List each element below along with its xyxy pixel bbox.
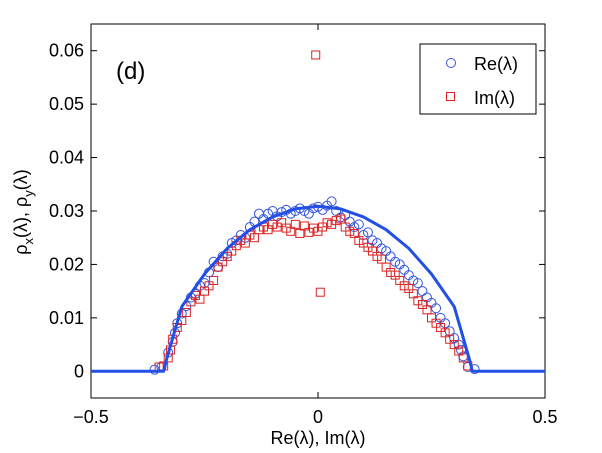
x-tick-label: 0.5 <box>532 407 557 427</box>
y-axis-label-mid: (λ), ρ <box>11 197 31 238</box>
x-tick-label: −0.5 <box>73 407 109 427</box>
im-point <box>408 289 418 299</box>
im-point <box>311 50 321 60</box>
im-point <box>349 228 359 238</box>
legend-marker-re <box>446 58 456 68</box>
im-point <box>449 340 459 350</box>
im-point <box>315 287 325 297</box>
im-point <box>381 262 391 272</box>
im-point <box>440 328 450 338</box>
re-point <box>362 227 373 238</box>
im-point <box>299 221 309 231</box>
im-point <box>331 216 341 226</box>
legend-label-re: Re(λ) <box>474 54 518 74</box>
im-point <box>286 226 296 236</box>
im-point <box>372 251 382 261</box>
y-tick-label: 0.04 <box>49 148 84 168</box>
legend: Re(λ) Im(λ) <box>419 43 537 115</box>
im-point <box>195 294 205 304</box>
im-point <box>345 226 355 236</box>
im-point <box>386 267 396 277</box>
x-tick-label: 0 <box>313 407 323 427</box>
re-point <box>149 364 160 375</box>
legend-label-im: Im(λ) <box>474 88 515 108</box>
im-point <box>354 235 364 245</box>
tick-labels: −0.5 0 0.5 0 0.01 0.02 0.03 0.04 0.05 0.06 <box>49 41 558 427</box>
im-point <box>336 214 346 224</box>
im-point <box>204 281 214 291</box>
y-tick-label: 0.05 <box>49 94 84 114</box>
y-tick-label: 0.01 <box>49 308 84 328</box>
y-tick-label: 0.02 <box>49 254 84 274</box>
y-axis-label-main: ρ <box>11 244 31 254</box>
im-point <box>367 246 377 256</box>
im-point <box>263 225 273 235</box>
im-point <box>436 322 446 332</box>
im-point <box>295 228 305 238</box>
im-point <box>277 218 287 228</box>
im-point <box>308 223 318 233</box>
im-point <box>404 283 414 293</box>
im-point <box>240 238 250 248</box>
im-point <box>222 251 232 261</box>
re-point <box>412 278 423 289</box>
x-axis-label: Re(λ), Im(λ) <box>271 428 366 448</box>
im-point <box>281 223 291 233</box>
re-point <box>469 364 480 375</box>
y-axis-label-sub-x: x <box>21 237 36 244</box>
im-point <box>399 281 409 291</box>
y-axis-label: ρx(λ), ρy(λ) <box>11 169 36 254</box>
re-point <box>353 219 364 230</box>
im-point <box>290 219 300 229</box>
im-point <box>445 334 455 344</box>
im-point <box>395 275 405 285</box>
im-point <box>213 262 223 272</box>
im-point <box>209 275 219 285</box>
re-point <box>431 303 442 314</box>
y-axis-label-sub-y: y <box>21 190 36 197</box>
y-tick-label: 0.03 <box>49 201 84 221</box>
re-point <box>453 339 464 350</box>
im-point <box>377 254 387 264</box>
im-point <box>218 257 228 267</box>
im-point <box>227 246 237 256</box>
im-point <box>249 233 259 243</box>
re-point <box>326 196 337 207</box>
im-point <box>390 270 400 280</box>
legend-box <box>419 43 537 115</box>
y-axis-label-end: (λ) <box>11 169 31 190</box>
im-point <box>322 218 332 228</box>
im-point <box>454 346 464 356</box>
y-tick-label: 0.06 <box>49 41 84 61</box>
im-point <box>422 305 432 315</box>
im-point <box>200 286 209 296</box>
y-tick-label: 0 <box>74 361 84 381</box>
im-point <box>181 308 191 318</box>
density-curve <box>91 204 545 373</box>
im-point <box>458 353 468 363</box>
im-point <box>268 219 278 229</box>
im-point <box>417 300 427 309</box>
im-point <box>427 313 436 323</box>
panel-label: (d) <box>116 58 145 85</box>
legend-marker-im <box>446 92 455 101</box>
